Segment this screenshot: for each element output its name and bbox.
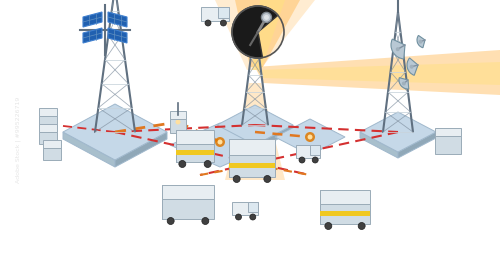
Polygon shape [255,125,293,151]
Polygon shape [320,204,370,224]
Circle shape [204,160,211,167]
Polygon shape [43,148,61,160]
Polygon shape [176,144,214,162]
Circle shape [202,218,209,225]
Circle shape [264,176,271,183]
Polygon shape [360,112,436,152]
Polygon shape [162,185,214,199]
Circle shape [262,12,272,22]
Polygon shape [83,12,102,27]
Polygon shape [63,104,167,160]
Circle shape [358,223,365,230]
Polygon shape [229,163,275,168]
Polygon shape [225,83,285,180]
Text: Adobe Stock | #995226719: Adobe Stock | #995226719 [15,97,20,183]
Circle shape [325,223,332,230]
Polygon shape [170,111,186,119]
Polygon shape [320,190,370,204]
Wedge shape [417,35,425,48]
Polygon shape [435,128,461,136]
Polygon shape [43,140,61,148]
Wedge shape [407,58,418,75]
Polygon shape [310,145,320,155]
Circle shape [236,214,242,220]
Circle shape [308,134,312,139]
Circle shape [418,40,422,44]
Polygon shape [232,202,258,215]
Polygon shape [217,125,255,151]
Wedge shape [399,78,409,89]
Circle shape [215,137,225,147]
Polygon shape [176,130,214,144]
Circle shape [220,20,226,26]
Circle shape [264,15,269,20]
Polygon shape [170,123,270,167]
Circle shape [396,47,400,51]
Polygon shape [170,119,186,133]
Polygon shape [218,7,229,18]
Polygon shape [201,7,229,21]
Polygon shape [235,0,300,67]
Polygon shape [108,28,127,43]
Polygon shape [248,202,258,212]
Polygon shape [229,139,275,155]
Circle shape [205,20,211,26]
Polygon shape [115,132,167,167]
Circle shape [250,214,256,220]
Circle shape [173,117,183,127]
Circle shape [410,65,414,69]
Polygon shape [39,124,57,132]
Circle shape [233,176,240,183]
Polygon shape [296,145,320,158]
Polygon shape [257,62,500,85]
Circle shape [250,160,260,170]
Polygon shape [39,116,57,128]
Polygon shape [320,211,370,216]
Polygon shape [275,119,345,155]
Polygon shape [39,108,57,116]
Polygon shape [435,136,461,154]
Circle shape [305,132,315,142]
Polygon shape [229,155,275,177]
Polygon shape [39,132,57,144]
Polygon shape [83,28,102,43]
Polygon shape [217,105,293,145]
Circle shape [402,81,406,85]
Circle shape [167,218,174,225]
Polygon shape [176,150,214,155]
Wedge shape [391,39,405,59]
Polygon shape [255,50,500,95]
Polygon shape [360,132,398,158]
Circle shape [299,157,305,163]
Polygon shape [252,0,285,70]
Circle shape [252,162,258,167]
Circle shape [179,160,186,167]
Polygon shape [63,132,115,167]
Polygon shape [108,12,127,27]
Polygon shape [398,132,436,158]
Circle shape [176,120,180,125]
Wedge shape [232,6,278,58]
Circle shape [312,157,318,163]
Polygon shape [162,199,214,219]
Polygon shape [215,0,315,70]
Circle shape [218,139,222,144]
